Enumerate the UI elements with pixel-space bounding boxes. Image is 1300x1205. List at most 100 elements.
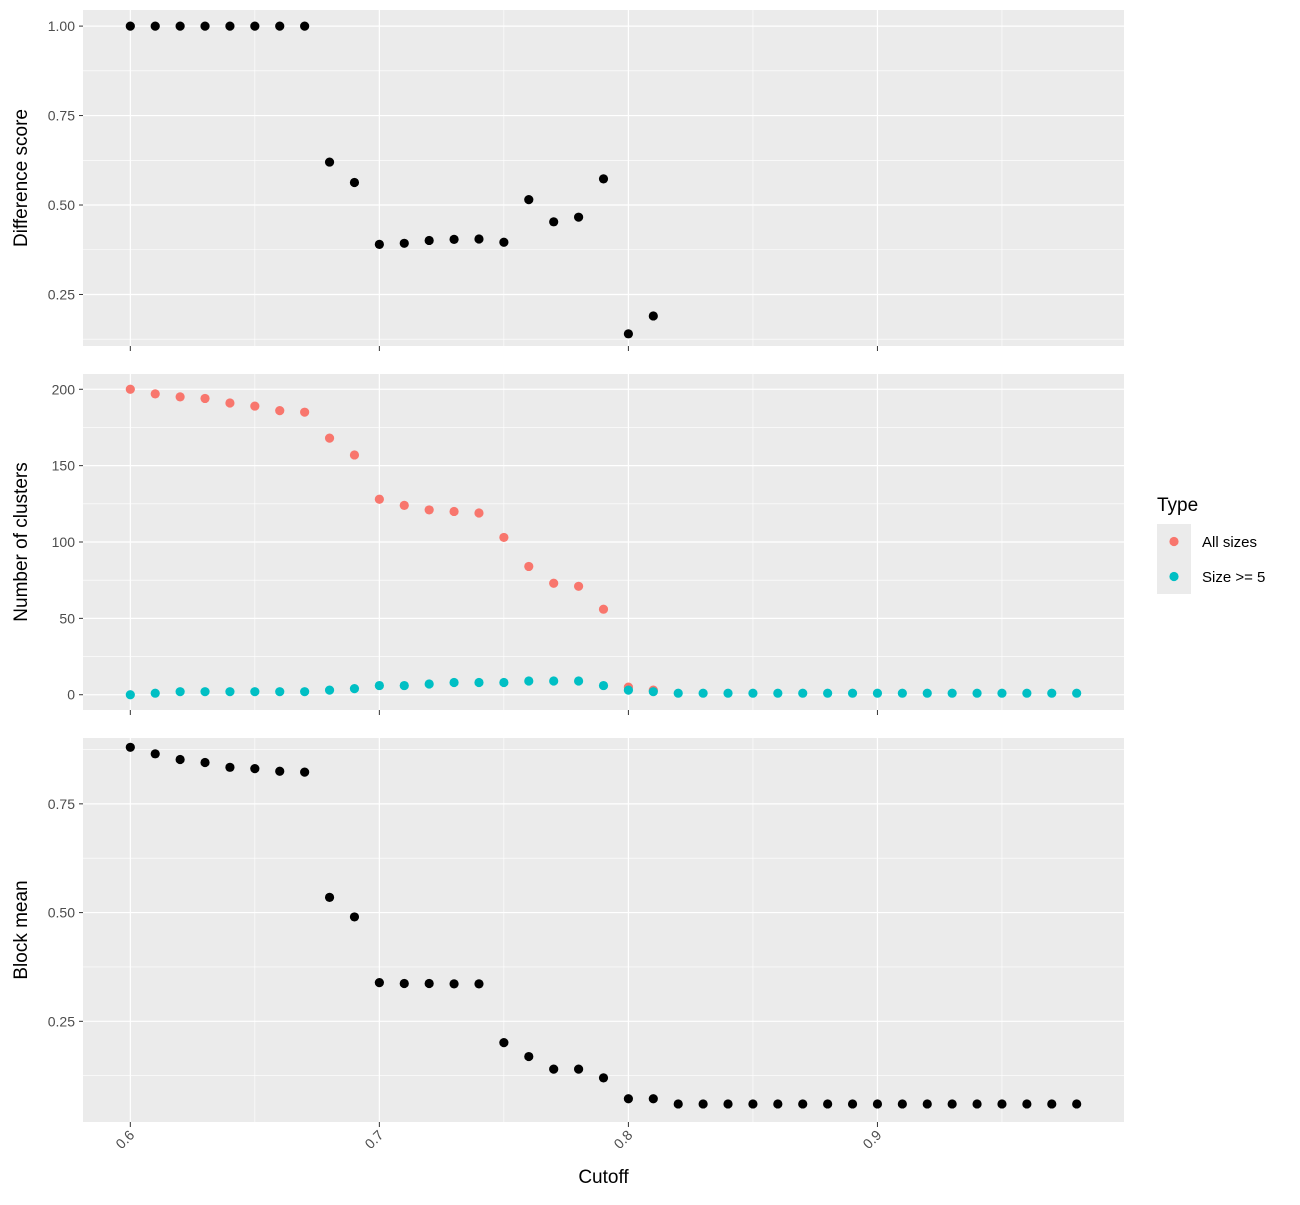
legend-marker — [1169, 571, 1179, 582]
data-point — [847, 688, 858, 698]
data-point — [150, 21, 160, 31]
data-point — [773, 688, 783, 698]
data-point — [324, 892, 335, 902]
data-point — [549, 1064, 559, 1074]
data-point — [175, 754, 185, 765]
data-point — [250, 21, 260, 31]
y-tick-label: 50 — [59, 610, 75, 626]
data-point — [275, 687, 285, 697]
y-tick-label: 200 — [52, 381, 76, 397]
data-point — [947, 1099, 957, 1109]
data-point — [275, 766, 285, 776]
data-point — [648, 687, 658, 697]
y-tick-label: 0 — [67, 687, 75, 703]
x-axis-title: Cutoff — [578, 1167, 629, 1188]
data-point — [698, 688, 708, 698]
data-point — [449, 979, 459, 989]
data-point — [150, 688, 160, 698]
x-tick-label: 0.6 — [112, 1127, 137, 1152]
series-size-5 — [125, 676, 1082, 700]
data-point — [275, 21, 285, 31]
y-axis-title: Number of clusters — [11, 462, 32, 621]
data-point — [225, 687, 235, 697]
data-point — [1022, 1099, 1032, 1109]
data-point — [847, 1099, 858, 1109]
panel-background — [83, 738, 1124, 1122]
data-point — [324, 433, 335, 443]
data-point — [399, 500, 409, 510]
x-tick-label: 0.8 — [610, 1127, 635, 1152]
data-point — [972, 688, 982, 698]
series-points — [125, 742, 1082, 1109]
data-point — [549, 217, 559, 227]
panel-difference-score: 0.25 0.50 0.75 1.00 Difference score — [11, 10, 1124, 351]
legend-label: Size >= 5 — [1202, 569, 1265, 586]
y-tick-label: 0.75 — [48, 796, 75, 812]
data-point — [623, 685, 634, 695]
data-point — [623, 329, 634, 339]
data-point — [324, 157, 335, 167]
data-point — [573, 676, 584, 686]
data-point — [524, 195, 534, 205]
data-point — [524, 676, 534, 686]
y-tick-label: 0.25 — [48, 1013, 75, 1029]
data-point — [225, 21, 235, 31]
panel-block-mean: 0.25 0.50 0.75 Block mean — [11, 738, 1124, 1127]
data-point — [150, 389, 160, 399]
data-point — [723, 688, 733, 698]
data-point — [499, 237, 509, 247]
data-point — [324, 685, 335, 695]
data-point — [872, 1099, 883, 1109]
data-point — [549, 676, 559, 686]
data-point — [798, 688, 808, 698]
data-point — [673, 1099, 683, 1109]
data-point — [374, 978, 384, 988]
y-tick-label: 0.50 — [48, 905, 75, 921]
data-point — [374, 239, 384, 249]
data-point — [349, 450, 360, 460]
data-point — [424, 978, 434, 989]
legend-title: Type — [1157, 495, 1198, 516]
legend-marker — [1169, 536, 1179, 547]
data-point — [748, 1099, 758, 1109]
data-point — [573, 212, 584, 222]
data-point — [947, 688, 957, 698]
data-point — [823, 1099, 833, 1109]
data-point — [499, 677, 509, 688]
data-point — [922, 688, 932, 698]
data-point — [648, 311, 658, 321]
x-tick-label: 0.9 — [859, 1127, 884, 1152]
data-point — [897, 688, 907, 698]
data-point — [573, 1064, 584, 1074]
data-point — [200, 393, 210, 404]
data-point — [250, 764, 260, 774]
data-point — [972, 1099, 982, 1109]
data-point — [524, 561, 534, 572]
data-point — [424, 505, 434, 515]
data-point — [200, 757, 210, 768]
data-point — [1072, 1099, 1082, 1109]
data-point — [997, 1099, 1007, 1109]
series-points — [125, 21, 658, 339]
data-point — [449, 234, 459, 244]
data-point — [524, 1051, 534, 1062]
data-point — [200, 687, 210, 697]
data-point — [872, 688, 883, 698]
data-point — [225, 398, 235, 408]
data-point — [275, 406, 285, 416]
data-point — [125, 21, 135, 31]
data-point — [897, 1099, 907, 1109]
legend-label: All sizes — [1202, 534, 1257, 551]
data-point — [349, 177, 360, 188]
data-point — [1047, 1099, 1057, 1109]
data-point — [1047, 688, 1057, 698]
data-point — [573, 581, 584, 591]
data-point — [673, 688, 683, 698]
data-point — [598, 604, 609, 614]
data-point — [125, 742, 135, 752]
data-point — [300, 21, 310, 31]
data-point — [250, 687, 260, 697]
data-point — [374, 680, 384, 691]
